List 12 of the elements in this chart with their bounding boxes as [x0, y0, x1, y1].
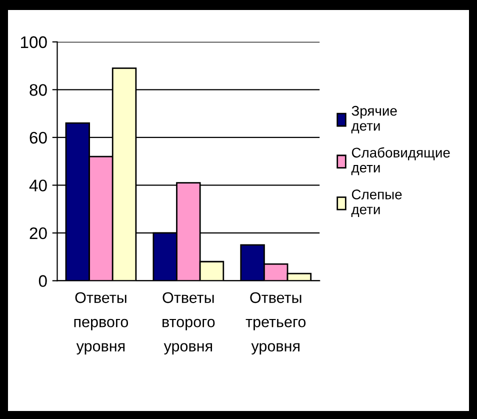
- y-tick-label: 60: [30, 132, 47, 144]
- x-tick-label: Ответы первого уровня: [74, 292, 128, 354]
- y-tick-label: 0: [38, 275, 47, 287]
- y-tick-label: 100: [20, 36, 47, 48]
- y-tick-label: 40: [29, 180, 47, 192]
- legend-label: Слепые дети: [351, 190, 402, 217]
- x-tick-label: Ответы второго уровня: [162, 292, 215, 354]
- x-tick-label: Ответы третьего уровня: [246, 292, 306, 354]
- legend-label: Слабовидящие дети: [351, 147, 450, 176]
- y-tick-label: 20: [30, 227, 47, 240]
- legend-label: Зрячие дети: [351, 106, 397, 134]
- y-tick-label: 80: [30, 84, 47, 96]
